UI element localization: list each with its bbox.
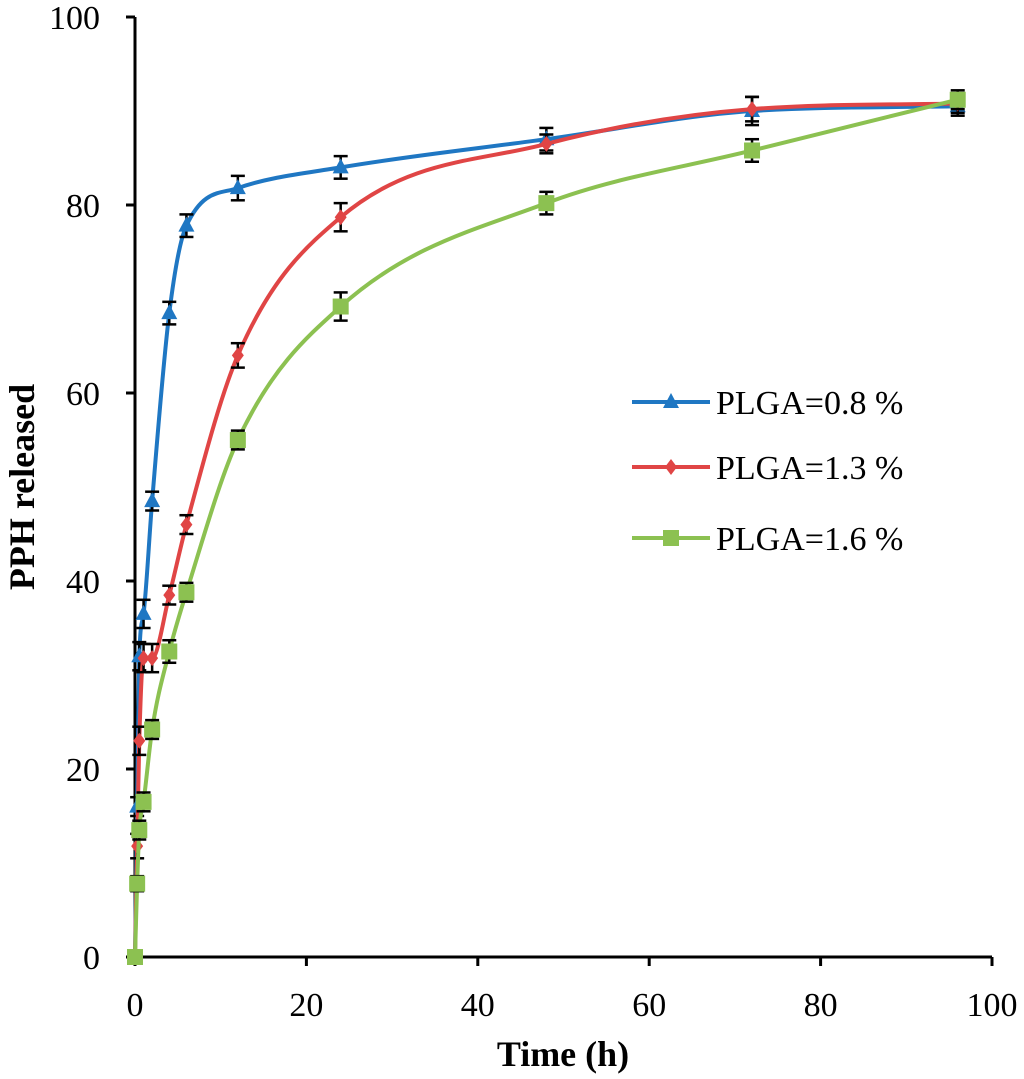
data-point: [744, 142, 761, 159]
x-tick-label: 40: [461, 987, 495, 1024]
y-tick-label: 100: [49, 0, 100, 37]
data-point: [131, 822, 148, 839]
data-point: [231, 347, 244, 364]
data-point: [144, 721, 161, 738]
y-ticks: 0 20 40 60 80 100: [49, 0, 135, 977]
data-point: [144, 492, 161, 508]
legend-marker: [665, 459, 677, 475]
series-line: [133, 97, 959, 958]
data-point: [137, 650, 150, 667]
y-tick-label: 80: [66, 188, 100, 225]
legend-label: PLGA=1.6 %: [716, 521, 903, 558]
data-point: [334, 209, 347, 226]
data-point: [161, 304, 178, 320]
data-point: [180, 516, 193, 533]
y-tick-label: 0: [83, 940, 100, 977]
series-3: [127, 89, 966, 965]
data-point: [540, 135, 553, 152]
data-point: [746, 101, 759, 118]
y-tick-label: 20: [66, 752, 100, 789]
series-layer: [127, 89, 966, 965]
data-point: [178, 584, 195, 601]
y-tick-label: 40: [66, 564, 100, 601]
data-point: [135, 793, 152, 810]
data-point: [163, 587, 176, 604]
y-axis-title: PPH released: [2, 384, 42, 590]
data-point: [133, 732, 146, 749]
data-point: [129, 875, 146, 892]
data-point: [178, 216, 195, 232]
data-point: [949, 91, 966, 108]
data-point: [332, 298, 349, 315]
data-point: [127, 949, 143, 965]
x-axis-title: Time (h): [497, 1034, 629, 1074]
axes: [133, 17, 992, 959]
data-point: [135, 604, 152, 620]
x-ticks: 0 20 40 60 80 100: [127, 957, 1018, 1024]
legend-marker: [663, 530, 679, 546]
x-tick-label: 100: [967, 987, 1018, 1024]
legend-marker: [663, 393, 679, 408]
x-tick-label: 0: [127, 987, 144, 1024]
data-point: [229, 179, 246, 195]
legend-label: PLGA=1.3 %: [716, 450, 903, 487]
legend-item: PLGA=0.8 %: [632, 385, 903, 422]
y-tick-label: 60: [66, 376, 100, 413]
data-point: [146, 650, 159, 667]
x-tick-label: 20: [289, 987, 323, 1024]
data-point: [538, 195, 555, 212]
data-point: [229, 432, 246, 448]
data-point: [161, 643, 178, 660]
data-point: [332, 158, 349, 174]
x-tick-label: 80: [804, 987, 838, 1024]
legend-item: PLGA=1.6 %: [632, 521, 903, 558]
legend: PLGA=0.8 % PLGA=1.3 % PLGA=1.6 %: [632, 385, 903, 558]
legend-label: PLGA=0.8 %: [716, 385, 903, 422]
x-tick-label: 60: [632, 987, 666, 1024]
legend-item: PLGA=1.3 %: [632, 450, 903, 487]
